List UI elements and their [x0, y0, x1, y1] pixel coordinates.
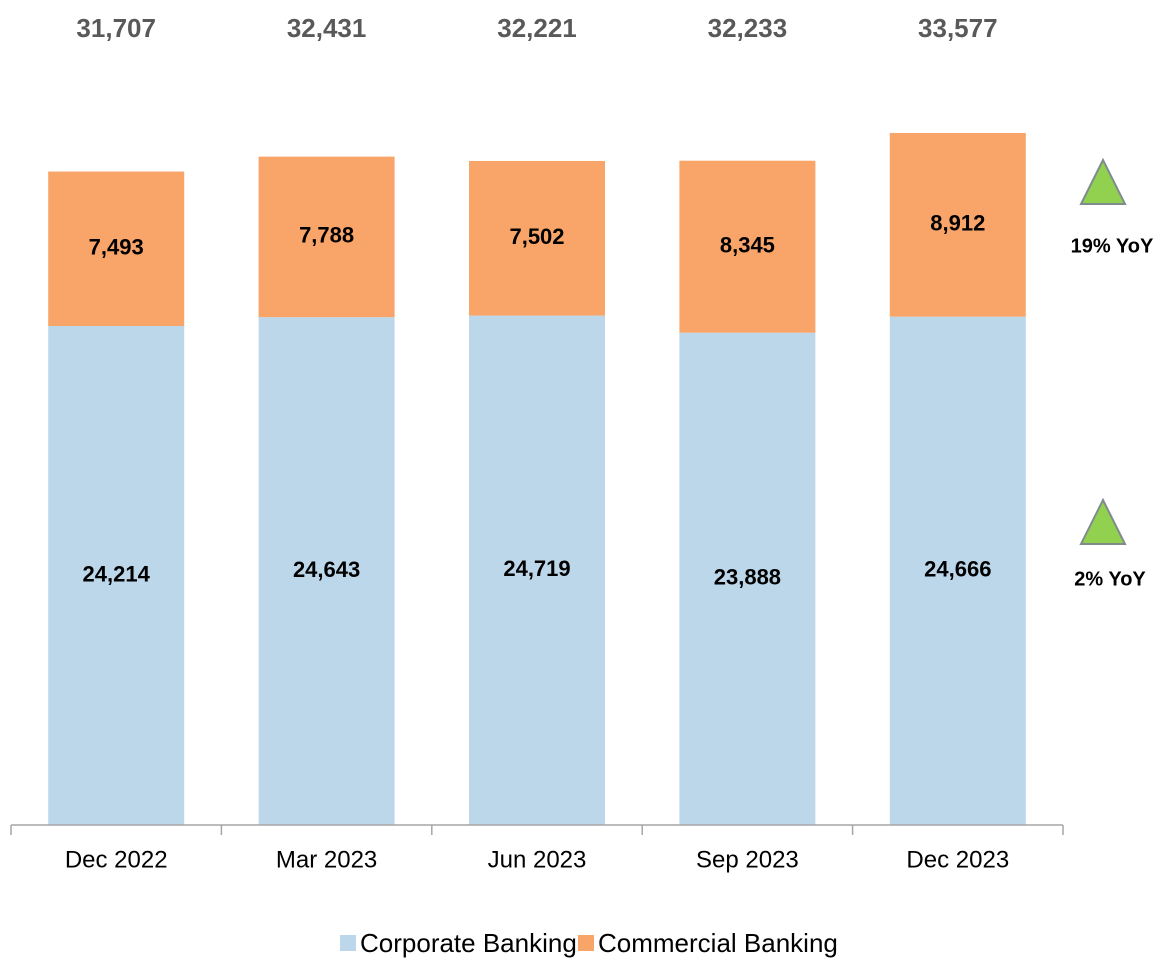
legend-label: Corporate Banking — [360, 928, 577, 958]
value-label: 24,719 — [503, 556, 570, 581]
bar-segment — [258, 317, 395, 825]
value-label: 7,502 — [509, 224, 564, 249]
value-label: 8,345 — [720, 233, 775, 258]
total-label: 31,707 — [76, 13, 156, 43]
x-tick-label: Jun 2023 — [488, 846, 587, 873]
value-label: 23,888 — [714, 565, 781, 590]
bar-segment — [48, 171, 185, 326]
legend-label: Commercial Banking — [598, 928, 838, 958]
value-label: 24,666 — [924, 557, 991, 582]
value-label: 7,788 — [299, 223, 354, 248]
x-tick-label: Dec 2023 — [906, 846, 1009, 873]
x-tick-label: Sep 2023 — [696, 846, 799, 873]
bar-segment — [679, 160, 816, 333]
value-label: 7,493 — [89, 235, 144, 260]
annotation: 19% YoY — [1071, 235, 1154, 257]
x-tick-label: Mar 2023 — [276, 846, 377, 873]
bar-segment — [469, 315, 605, 825]
x-tick-label: Dec 2022 — [65, 846, 168, 873]
bar-segment — [258, 156, 395, 318]
value-label: 24,643 — [293, 557, 360, 582]
value-label: 8,912 — [930, 211, 985, 236]
up-triangle — [1079, 497, 1127, 545]
bar-segment — [889, 316, 1026, 825]
bar-segment — [469, 160, 605, 316]
legend-swatch — [340, 935, 356, 951]
up-triangle — [1079, 157, 1127, 205]
legend-swatch — [578, 935, 594, 951]
annotation: 2% YoY — [1074, 568, 1146, 590]
value-label: 24,214 — [83, 561, 151, 586]
bar-segment — [679, 332, 816, 825]
bar-segment — [889, 133, 1026, 317]
total-label: 32,431 — [287, 13, 367, 43]
bar-segment — [48, 325, 185, 825]
total-label: 33,577 — [918, 13, 998, 43]
total-label: 32,233 — [708, 13, 788, 43]
total-label: 32,221 — [497, 13, 577, 43]
